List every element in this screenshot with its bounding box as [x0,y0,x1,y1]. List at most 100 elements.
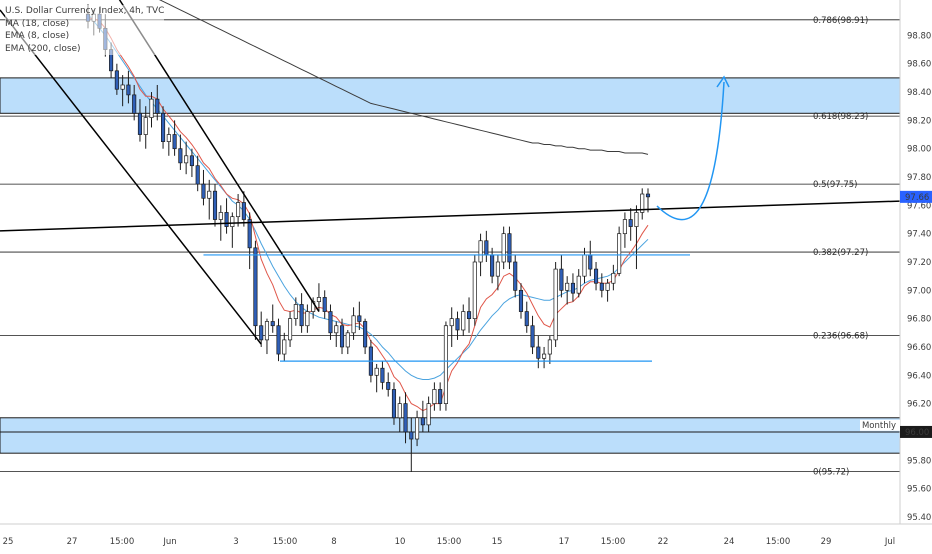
time-tick-label: 27 [67,537,78,547]
candle-body [391,389,397,419]
candle-body [640,193,645,213]
candle-body [495,261,500,277]
candle-body [478,240,483,263]
zone-price-badge [900,425,932,438]
candle-body [513,261,518,291]
price-tick-label: 95.60 [907,485,931,495]
monthly-badge [860,419,900,431]
candle-body [166,134,171,142]
candle-body [264,321,270,341]
price-axis[interactable] [900,0,932,550]
candle-body [386,382,391,390]
candle-body [270,321,275,327]
last-price-badge [900,190,932,203]
time-tick-label: 8 [331,537,336,547]
fib-label: 0.786(98.91) [813,16,868,26]
candle-body [230,216,235,227]
candle-body [247,219,252,249]
time-tick-label: 17 [559,537,570,547]
time-tick-label: 3 [233,537,238,547]
legend-title: U.S. Dollar Currency Index, 4h, TVC [5,6,165,16]
candle-body [363,321,368,348]
neckline [0,200,901,232]
candle-body [588,254,593,270]
candle-body [490,254,495,277]
candle-body [432,389,437,404]
candle-body [605,282,610,291]
candle-body [137,112,143,135]
candle-body [172,134,177,150]
candle-body [305,311,310,327]
candle-body [149,98,154,118]
candle-body [542,353,547,359]
candle-body [547,339,552,355]
zone-Monthly [0,417,901,454]
price-tick-label: 95.80 [907,456,931,466]
candle-body [565,282,570,291]
legend-ma18: MA (18, close) [5,18,70,29]
candle-body [524,311,529,327]
candle-body [195,165,200,185]
legend-ema8: EMA (8, close) [5,31,70,41]
candle-body [161,112,166,142]
candle-body [582,254,587,277]
price-tick-label: 97.40 [907,230,931,240]
fib-label: 0.618(98.23) [813,112,868,122]
candle-body [189,155,194,167]
candle-body [415,417,420,440]
candle-body [530,325,535,348]
price-tick-label: 95.40 [907,513,931,523]
time-tick-label: 15:00 [273,537,298,547]
candle-body [455,318,460,331]
candle-body [536,346,541,359]
price-tick-label: 98.60 [907,60,931,70]
candle-body [617,233,622,274]
fib-label: 0.5(97.75) [813,180,857,190]
candle-body [576,275,581,294]
candle-body [426,403,431,426]
candle-body [466,311,472,319]
price-tick-label: 97.00 [907,286,931,296]
candle-body [345,332,350,348]
candle-body [397,403,402,419]
candle-body [322,297,327,312]
candle-body [143,117,148,135]
price-tick-label: 96.60 [907,343,931,353]
price-tick-label: 96.40 [907,371,931,381]
last-price-label: 97.66 [905,193,929,203]
candle-body [380,367,385,383]
price-tick-label: 96.80 [907,315,931,325]
candle-body [120,84,125,90]
candle-body [553,268,558,341]
candle-body [218,212,223,220]
time-axis[interactable] [0,524,932,550]
candle-body [155,98,160,114]
candle-body [293,304,298,319]
candle-body [645,193,651,198]
candle-body [593,268,599,284]
candle-body [622,219,627,235]
candle-body [178,148,183,164]
candle-body [461,311,466,331]
price-tick-label: 98.20 [907,116,931,126]
time-tick-label: 15:00 [601,537,626,547]
price-tick-label: 97.20 [907,258,931,268]
candle-body [420,417,425,426]
time-tick-label: 15:00 [766,537,791,547]
candle-body [507,233,512,263]
candle-body [518,289,524,312]
candle-body [334,325,339,334]
candle-body [132,94,137,114]
fib-label: 0.382(97.27) [813,248,868,258]
candle-body [559,268,564,291]
candle-body [570,282,575,294]
candle-body [443,325,448,404]
fib-label: 0(95.72) [813,468,849,478]
candle-body [241,202,246,220]
candle-body [299,304,304,327]
candle-body [212,190,218,220]
candle-body [201,183,206,199]
ma18-line [87,13,649,380]
